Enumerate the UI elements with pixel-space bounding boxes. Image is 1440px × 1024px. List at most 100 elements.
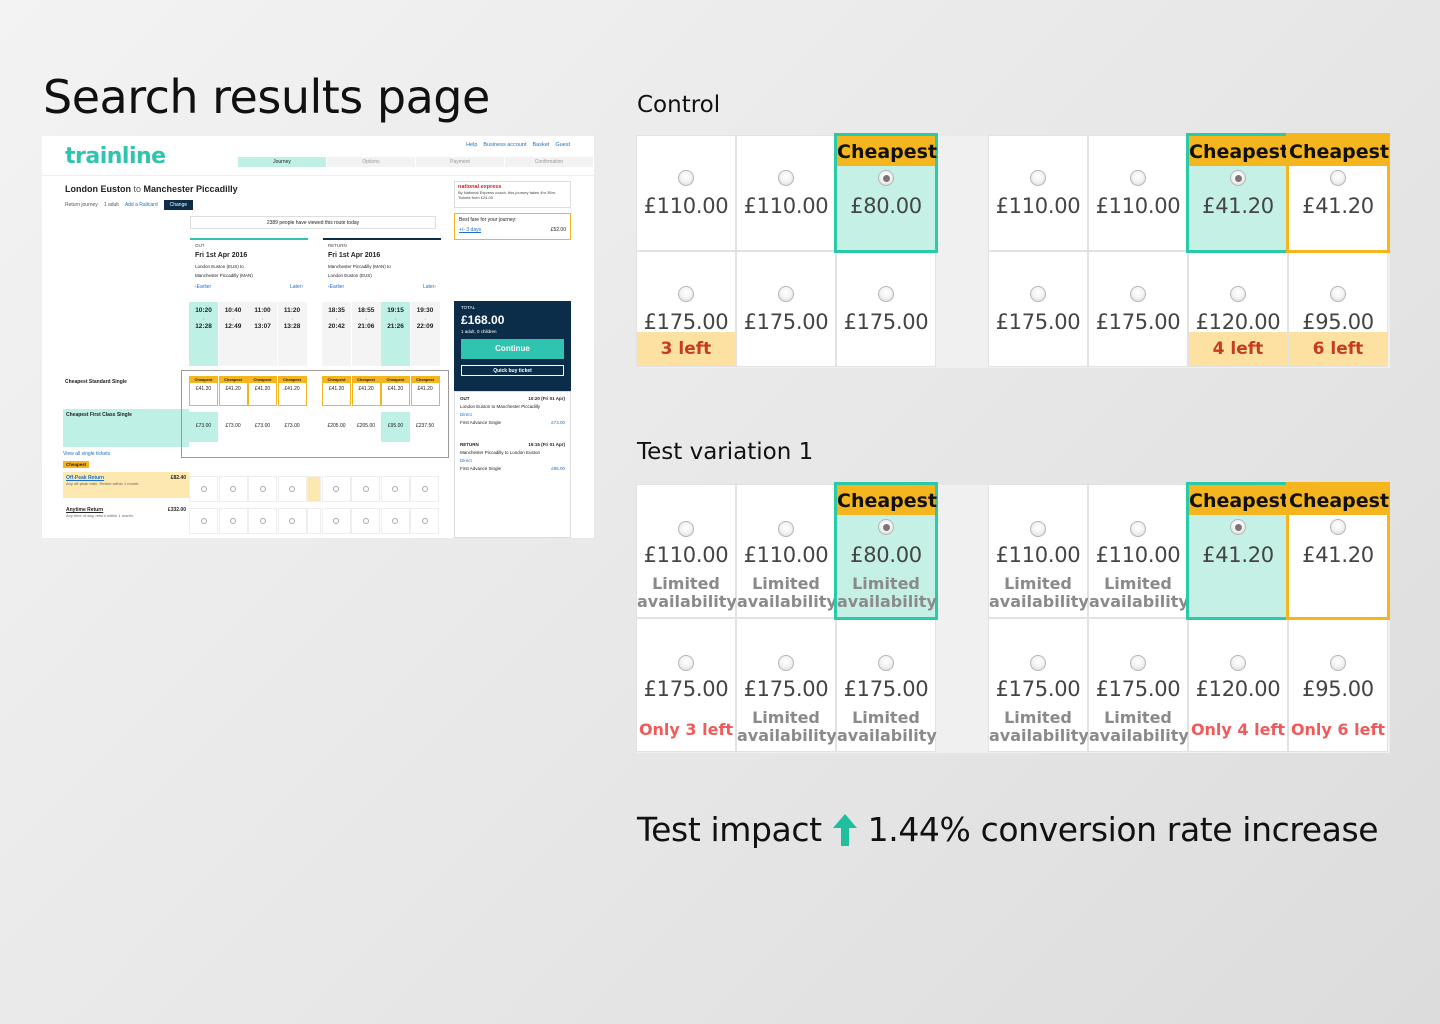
radio-cell[interactable]	[277, 476, 307, 502]
fare-option[interactable]: £175.00 Limited availability	[1088, 618, 1189, 752]
radio-button[interactable]	[878, 519, 894, 535]
fare-option[interactable]: £175.00 Only 3 left	[636, 618, 736, 752]
fare-option[interactable]: £95.00 Only 6 left	[1288, 618, 1388, 752]
fare-cell[interactable]: £73.00	[254, 423, 271, 429]
fare-option[interactable]: £110.00 Limited availability	[736, 484, 837, 618]
fare-option[interactable]: £175.00 3 left	[636, 251, 736, 367]
radio-button[interactable]	[1330, 286, 1346, 302]
radio-button[interactable]	[1130, 521, 1146, 537]
fare-cell[interactable]: £237.50	[415, 423, 435, 429]
business-link[interactable]: Business account	[483, 142, 527, 148]
fare-cell[interactable]: £41.20	[381, 376, 410, 406]
add-railcard-link[interactable]: Add a Railcard	[124, 202, 158, 208]
fare-cell[interactable]: £41.20	[410, 376, 440, 406]
ret-time[interactable]: 19:15 ↓ 21:26	[381, 302, 410, 366]
fare-option[interactable]: £175.00	[736, 251, 836, 367]
fare-option[interactable]: £95.00 6 left	[1288, 251, 1388, 367]
fare-cell[interactable]: £41.20	[248, 376, 277, 406]
ret-time[interactable]: 18:35 ↓ 20:42	[322, 302, 351, 366]
fare-option[interactable]: Cheapest £80.00	[834, 133, 938, 253]
radio-button[interactable]	[1130, 655, 1146, 671]
fare-cell[interactable]: £73.00	[284, 423, 300, 429]
fare-cell[interactable]: £41.20	[218, 376, 248, 406]
quick-buy-button[interactable]: Quick buy ticket	[461, 365, 564, 376]
ret-time[interactable]: 19:30 ↓ 22:09	[410, 302, 440, 366]
radio-button[interactable]	[778, 521, 794, 537]
fare-option[interactable]: Cheapest £41.20	[1286, 133, 1390, 253]
fare-cell[interactable]: £73.00	[225, 423, 241, 429]
fare-option[interactable]: £110.00	[988, 135, 1088, 251]
view-all-link[interactable]: View all single tickets	[63, 451, 111, 457]
sum-ret-price[interactable]: £95.00	[551, 466, 565, 471]
radio-button[interactable]	[1030, 170, 1046, 186]
radio-button[interactable]	[1230, 519, 1246, 535]
change-button[interactable]: Change	[163, 200, 194, 210]
fare-cell[interactable]: £41.20	[189, 376, 218, 406]
radio-cell[interactable]	[218, 476, 248, 502]
radio-button[interactable]	[1230, 286, 1246, 302]
out-earlier-link[interactable]: ‹Earlier	[195, 284, 212, 290]
radio-button[interactable]	[778, 655, 794, 671]
fare-option[interactable]: £110.00 Limited availability	[636, 484, 737, 618]
offpeak-link[interactable]: Off-Peak Return	[66, 475, 105, 481]
fare-option[interactable]: Cheapest £41.20	[1286, 482, 1390, 620]
ret-earlier-link[interactable]: ‹Earlier	[328, 284, 345, 290]
national-express-box[interactable]: national express By National Express coa…	[454, 181, 571, 208]
guest-link[interactable]: Guest	[555, 142, 570, 148]
radio-button[interactable]	[1130, 170, 1146, 186]
fare-option[interactable]: £110.00	[736, 135, 836, 251]
out-later-link[interactable]: Later›	[289, 284, 303, 290]
radio-button[interactable]	[878, 170, 894, 186]
radio-button[interactable]	[1330, 170, 1346, 186]
fare-option[interactable]: £175.00	[988, 251, 1088, 367]
fare-cell[interactable]: £73.00	[189, 412, 218, 442]
radio-cell[interactable]	[321, 508, 351, 534]
fare-cell[interactable]: £95.00	[381, 412, 410, 442]
out-time[interactable]: 10:40 ↓ 12:49	[218, 302, 248, 366]
fare-option[interactable]: Cheapest £41.20	[1186, 482, 1290, 620]
radio-cell[interactable]	[189, 508, 218, 534]
radio-cell[interactable]	[380, 476, 410, 502]
radio-button[interactable]	[1330, 655, 1346, 671]
fare-option[interactable]: Cheapest £41.20	[1186, 133, 1290, 253]
radio-cell[interactable]	[248, 508, 277, 534]
radio-button[interactable]	[878, 655, 894, 671]
ret-later-link[interactable]: Later›	[422, 284, 436, 290]
radio-button[interactable]	[678, 521, 694, 537]
fare-option[interactable]: £110.00 Limited availability	[1088, 484, 1189, 618]
fare-option[interactable]: £110.00	[1088, 135, 1188, 251]
fare-option[interactable]: £120.00 Only 4 left	[1188, 618, 1288, 752]
radio-cell[interactable]	[321, 476, 351, 502]
radio-cell[interactable]	[380, 508, 410, 534]
radio-cell[interactable]	[410, 476, 439, 502]
radio-button[interactable]	[1130, 286, 1146, 302]
radio-button[interactable]	[1030, 521, 1046, 537]
fare-cell[interactable]: £41.20	[322, 376, 351, 406]
radio-cell[interactable]	[218, 508, 248, 534]
sum-fare-price[interactable]: £73.00	[551, 420, 565, 425]
fare-cell[interactable]: £205.00	[356, 423, 376, 429]
out-time[interactable]: 10:20 ↓ 12:28	[189, 302, 218, 366]
ret-time[interactable]: 18:55 ↓ 21:06	[351, 302, 381, 366]
help-link[interactable]: Help	[466, 142, 478, 148]
fare-option[interactable]: £175.00	[836, 251, 936, 367]
radio-button[interactable]	[678, 286, 694, 302]
radio-button[interactable]	[678, 170, 694, 186]
radio-button[interactable]	[878, 286, 894, 302]
anytime-link[interactable]: Anytime Return	[66, 507, 104, 513]
basket-link[interactable]: Basket	[532, 142, 550, 148]
radio-button[interactable]	[1330, 519, 1346, 535]
best-fare-link[interactable]: +/- 3 days	[459, 227, 482, 233]
fare-cell[interactable]: £41.20	[277, 376, 307, 406]
radio-button[interactable]	[1230, 655, 1246, 671]
radio-button[interactable]	[678, 655, 694, 671]
radio-cell[interactable]	[410, 508, 439, 534]
radio-cell[interactable]	[351, 476, 380, 502]
radio-button[interactable]	[1030, 286, 1046, 302]
radio-cell[interactable]	[248, 476, 277, 502]
trainline-logo[interactable]: trainline	[65, 144, 166, 169]
continue-button[interactable]: Continue	[461, 339, 564, 359]
radio-button[interactable]	[778, 170, 794, 186]
radio-cell[interactable]	[189, 476, 218, 502]
fare-cell[interactable]: £41.20	[351, 376, 381, 406]
